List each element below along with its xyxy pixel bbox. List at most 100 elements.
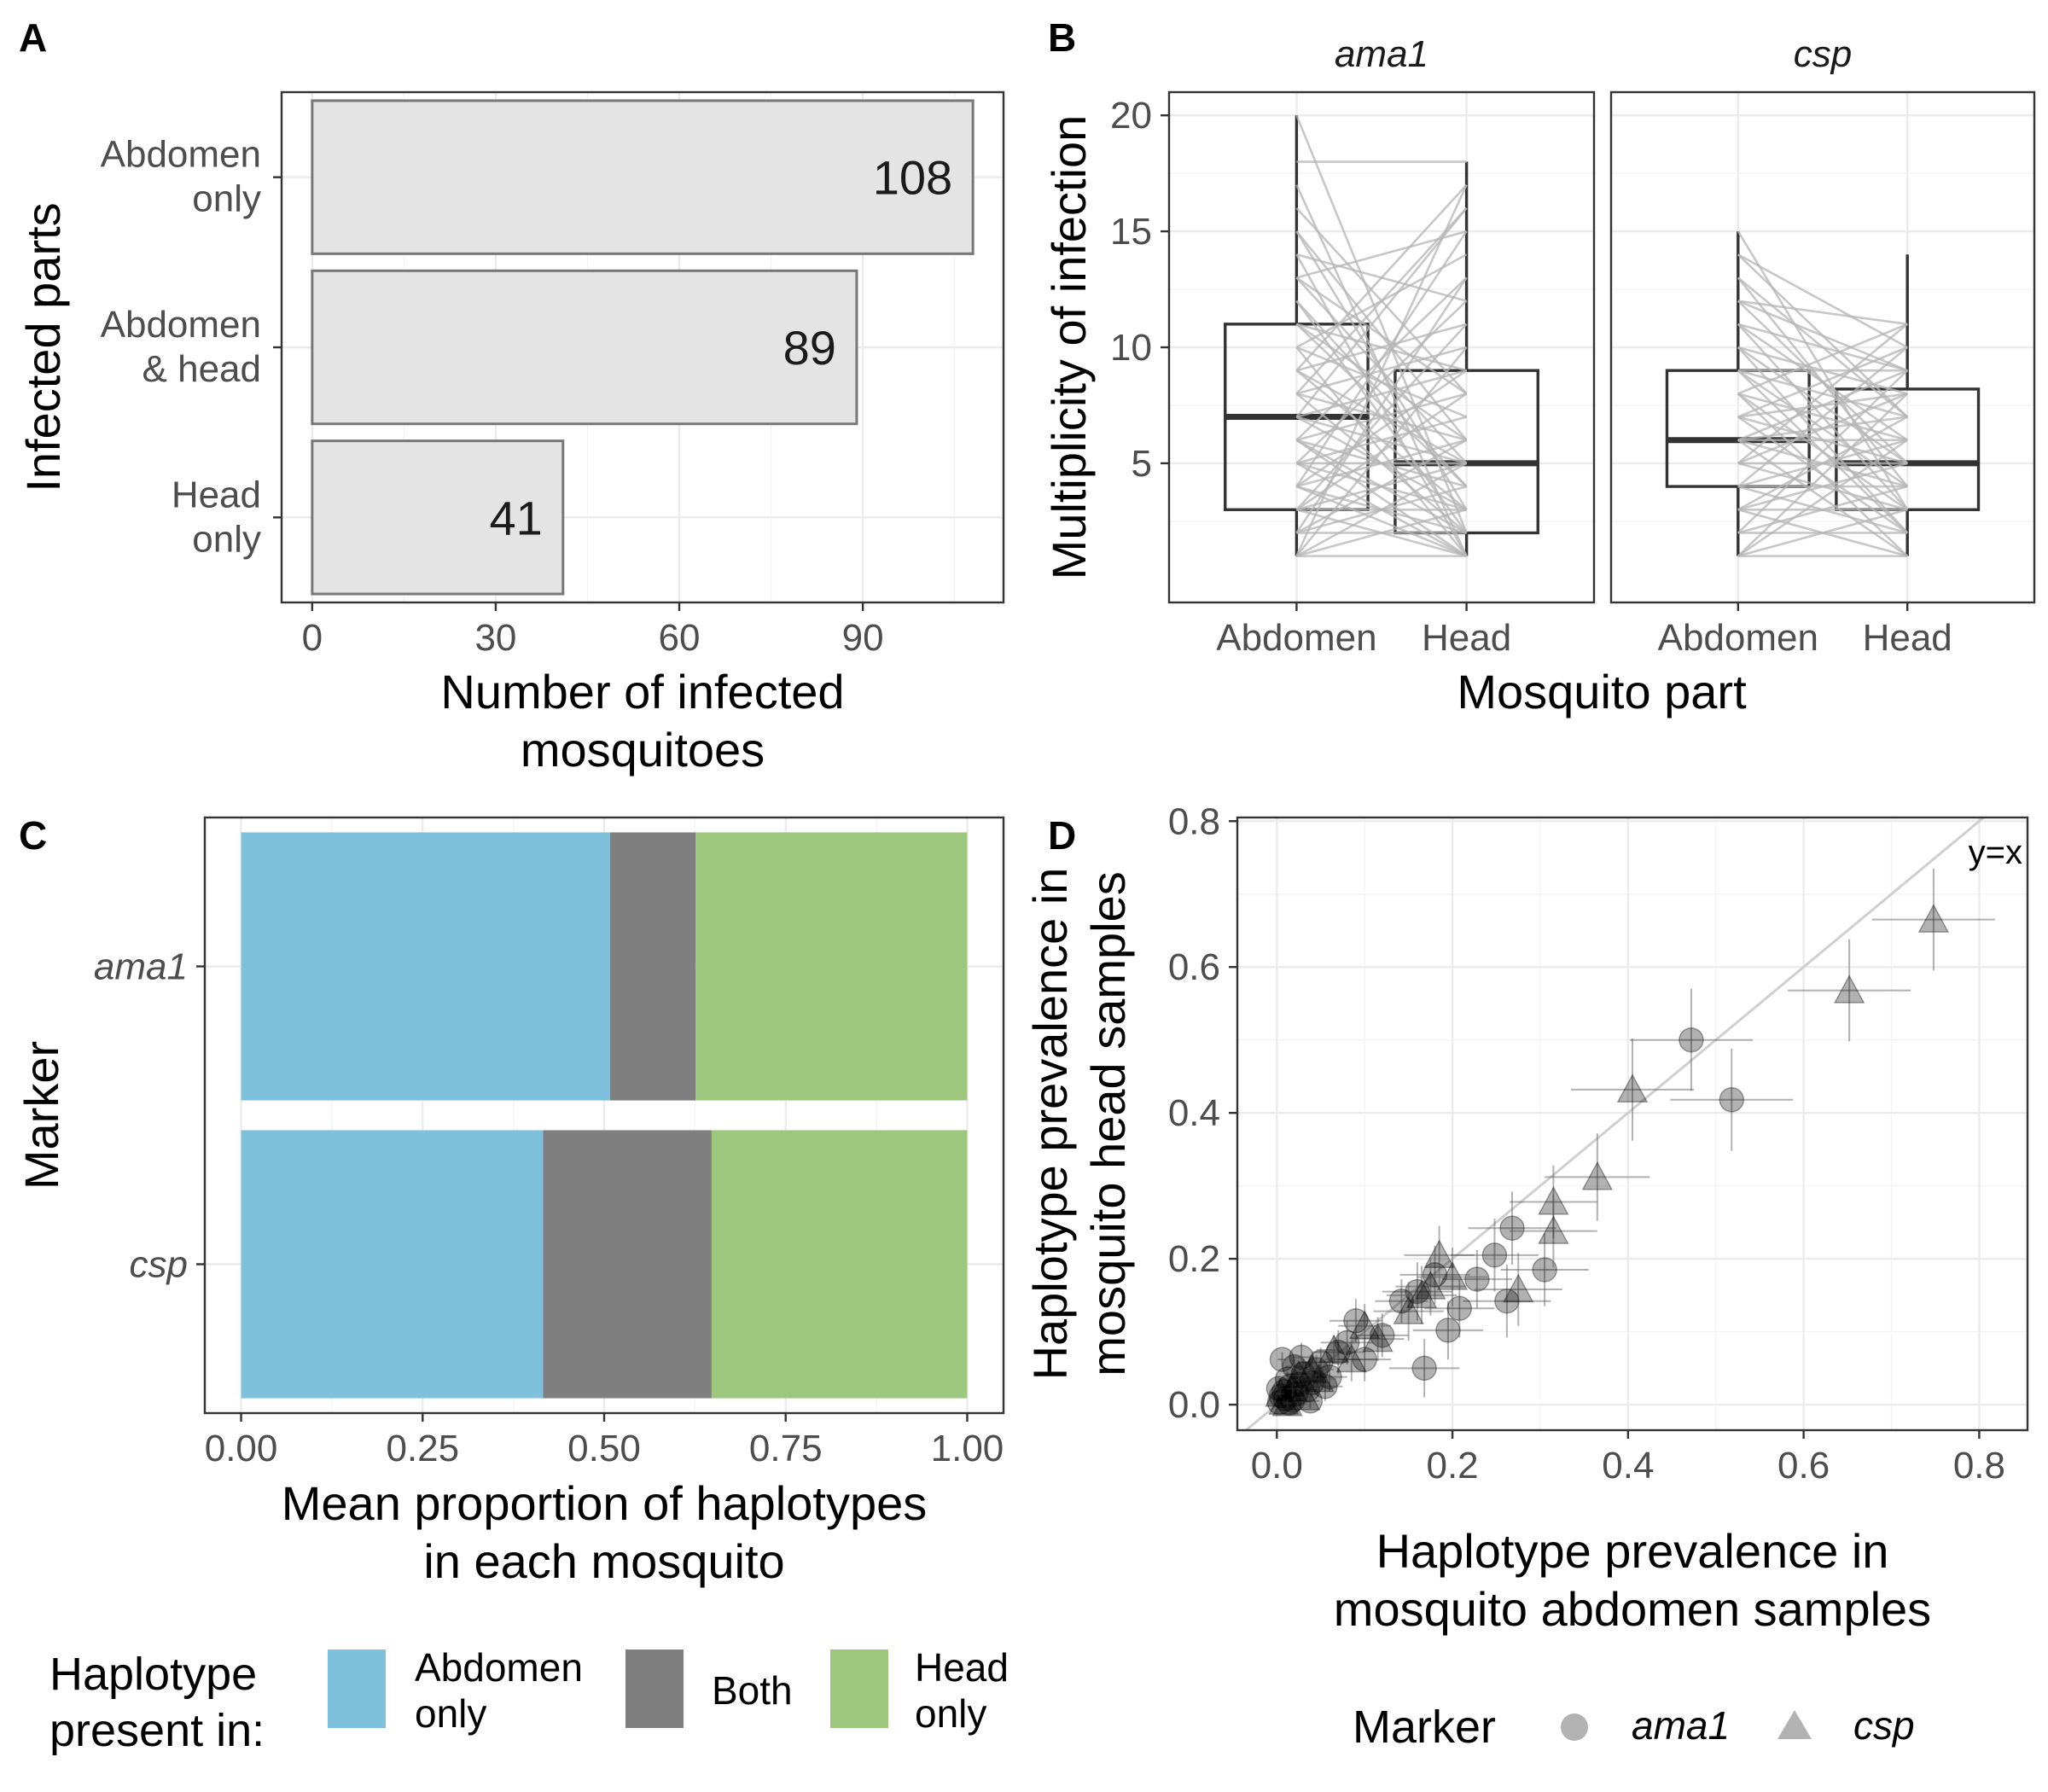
point-csp: [1538, 1215, 1569, 1244]
y-tick-label: 0.8: [1168, 800, 1220, 842]
x-tick-label: 0.4: [1602, 1445, 1654, 1487]
legend-d-circle-marker-icon: [1561, 1713, 1588, 1741]
point-csp: [1833, 975, 1865, 1004]
point-ama1: [1435, 1318, 1461, 1343]
paired-line: [1295, 300, 1468, 464]
y-tick-label: 15: [1110, 211, 1152, 253]
paired-line: [1737, 300, 1908, 326]
point-csp: [1318, 1334, 1350, 1364]
panel-c-legend: Haplotype present in: Abdomen only Both …: [49, 1645, 1009, 1756]
paired-line: [1737, 509, 1908, 557]
point-ama1: [1268, 1383, 1295, 1409]
point-ama1: [1411, 1355, 1437, 1382]
panel-d-scatter-plot: y=x 0.0 0.2 0.4 0.6 0.8 0.0 0.2 0.4 0.6 0.8 Haplo…: [1023, 800, 2029, 1753]
paired-line: [1295, 462, 1468, 557]
point-csp: [1581, 1161, 1614, 1190]
legend-c-swatch-abdomen-only: [328, 1649, 386, 1728]
point-ama1: [1481, 1242, 1508, 1268]
point-ama1: [1299, 1370, 1325, 1396]
point-csp: [1423, 1239, 1455, 1269]
panel-d-x-axis-title-line1: Haplotype prevalence in: [1376, 1524, 1889, 1578]
x-tick-label: Head: [1422, 617, 1511, 659]
point-ama1: [1317, 1364, 1342, 1390]
panel-b-x-axis-title: Mosquito part: [1457, 665, 1747, 719]
panel-a-y-axis-title: Infected parts: [16, 202, 70, 492]
paired-line: [1295, 346, 1468, 557]
point-ama1: [1307, 1349, 1334, 1376]
box-Head: [1835, 387, 1981, 511]
y-tick-label: 5: [1132, 443, 1152, 485]
bar-segment-ama1-0: [241, 832, 610, 1101]
point-csp: [1277, 1372, 1309, 1402]
paired-line: [1737, 323, 1908, 372]
legend-c-title-line2: present in:: [49, 1705, 265, 1756]
legend-c-label-head-only-line2: only: [915, 1691, 986, 1736]
bar-value-label: 108: [873, 151, 952, 205]
point-csp: [1265, 1377, 1296, 1407]
panel-b-box-plot: ama1 csp Abdomen Head Abdomen Head 5101520 …: [1042, 33, 2036, 719]
paired-line: [1737, 485, 1908, 534]
x-tick-label: 30: [474, 617, 516, 659]
paired-line: [1295, 439, 1468, 534]
paired-line: [1295, 183, 1468, 372]
paired-line: [1296, 416, 1467, 465]
point-ama1: [1405, 1278, 1430, 1305]
paired-line: [1737, 253, 1909, 418]
paired-line: [1737, 346, 1909, 488]
point-ama1: [1532, 1257, 1557, 1283]
bar-1: [311, 269, 858, 426]
point-csp: [1436, 1260, 1469, 1290]
panel-a-frame: [280, 90, 1005, 604]
point-csp: [1502, 1273, 1534, 1303]
legend-d-label-csp: csp: [1853, 1703, 1915, 1748]
paired-line: [1737, 323, 1908, 395]
y-equals-x-label: y=x: [1969, 834, 2022, 871]
paired-line: [1295, 439, 1468, 557]
bar-2: [311, 439, 565, 596]
x-tick-label: Head: [1863, 617, 1952, 659]
y-tick-label: 20: [1110, 95, 1152, 137]
point-ama1: [1388, 1288, 1415, 1314]
point-csp: [1268, 1386, 1300, 1415]
paired-line: [1737, 369, 1908, 441]
point-ama1: [1325, 1339, 1352, 1365]
bar-value-label: 41: [489, 491, 542, 544]
y-equals-x-reference-line: [1245, 816, 1985, 1432]
bar-segment-ama1-2: [695, 832, 968, 1101]
legend-d-title: Marker: [1353, 1702, 1496, 1753]
point-ama1: [1283, 1381, 1309, 1407]
panel-c-x-axis-title-line1: Mean proportion of haplotypes: [282, 1476, 928, 1530]
point-csp: [1393, 1295, 1424, 1324]
x-tick-label: 0.00: [205, 1428, 278, 1469]
category-label: csp: [130, 1244, 188, 1286]
panel-c-x-axis-title-line2: in each mosquito: [423, 1534, 784, 1588]
bar-segment-csp-1: [543, 1130, 712, 1399]
paired-line: [1737, 300, 1909, 464]
x-tick-label: 1.00: [931, 1428, 1004, 1469]
category-label: only: [192, 178, 261, 220]
point-ama1: [1266, 1389, 1293, 1416]
panel-letter-b: B: [1048, 15, 1076, 60]
category-label: only: [192, 518, 261, 560]
y-tick-label: 0.6: [1168, 946, 1220, 988]
point-ama1: [1269, 1347, 1295, 1372]
panel-letter-c: C: [19, 813, 47, 858]
x-tick-label: 60: [659, 617, 701, 659]
point-csp: [1289, 1381, 1321, 1411]
point-ama1: [1295, 1377, 1321, 1403]
bar-value-label: 89: [783, 321, 836, 375]
paired-line: [1296, 509, 1467, 557]
panel-a-x-axis-title-line1: Number of infected: [440, 665, 844, 719]
category-label: Head: [172, 474, 261, 515]
legend-c-swatch-head-only: [830, 1649, 888, 1728]
facet-ama1: Abdomen Head: [1167, 90, 1596, 659]
paired-line: [1295, 323, 1468, 488]
paired-line: [1737, 253, 1908, 349]
point-ama1: [1499, 1215, 1525, 1241]
point-ama1: [1282, 1353, 1307, 1380]
x-tick-label: 0.6: [1777, 1445, 1830, 1487]
facet-label-ama1: ama1: [1335, 33, 1428, 75]
legend-c-label-head-only-line1: Head: [915, 1645, 1009, 1690]
point-ama1: [1280, 1388, 1306, 1413]
